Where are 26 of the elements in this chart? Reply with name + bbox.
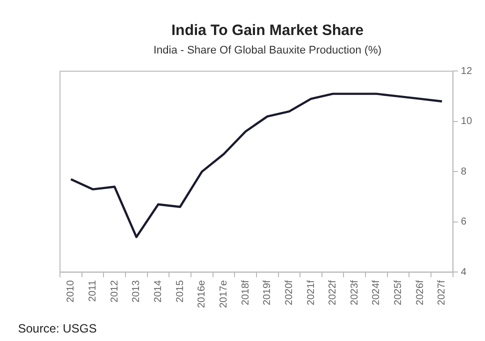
x-tick-label: 2017e [218,280,230,308]
x-tick-label: 2019f [262,280,274,306]
y-tick-label: 4 [460,266,467,278]
x-tick-label: 2018f [240,280,252,306]
x-tick-label: 2014 [152,280,164,302]
x-tick-label: 2015 [174,280,186,302]
chart-title: India To Gain Market Share [171,22,364,40]
x-tick-label: 2011 [87,280,98,302]
x-tick-label: 2012 [109,280,120,302]
x-tick-label: 2010 [66,280,77,302]
x-tick-label: 2023f [349,280,360,306]
x-tick-label: 2026f [414,280,426,306]
x-tick-label: 2013 [131,280,142,302]
x-tick-label: 2016e [196,280,208,308]
y-tick-label: 8 [460,166,467,178]
source-note: Source: USGS [18,321,97,336]
x-tick-label: 2022f [328,280,339,306]
y-tick-label: 10 [460,116,472,128]
x-tick-label: 2020f [284,280,295,306]
x-tick-label: 2024f [371,280,382,306]
chart-subtitle: India - Share Of Global Bauxite Production (%) [153,44,382,57]
y-tick-label: 12 [460,66,472,77]
x-tick-label: 2021f [306,280,317,306]
x-tick-label: 2025f [393,280,404,306]
y-tick-label: 6 [460,216,467,228]
x-tick-label: 2027f [436,280,448,306]
